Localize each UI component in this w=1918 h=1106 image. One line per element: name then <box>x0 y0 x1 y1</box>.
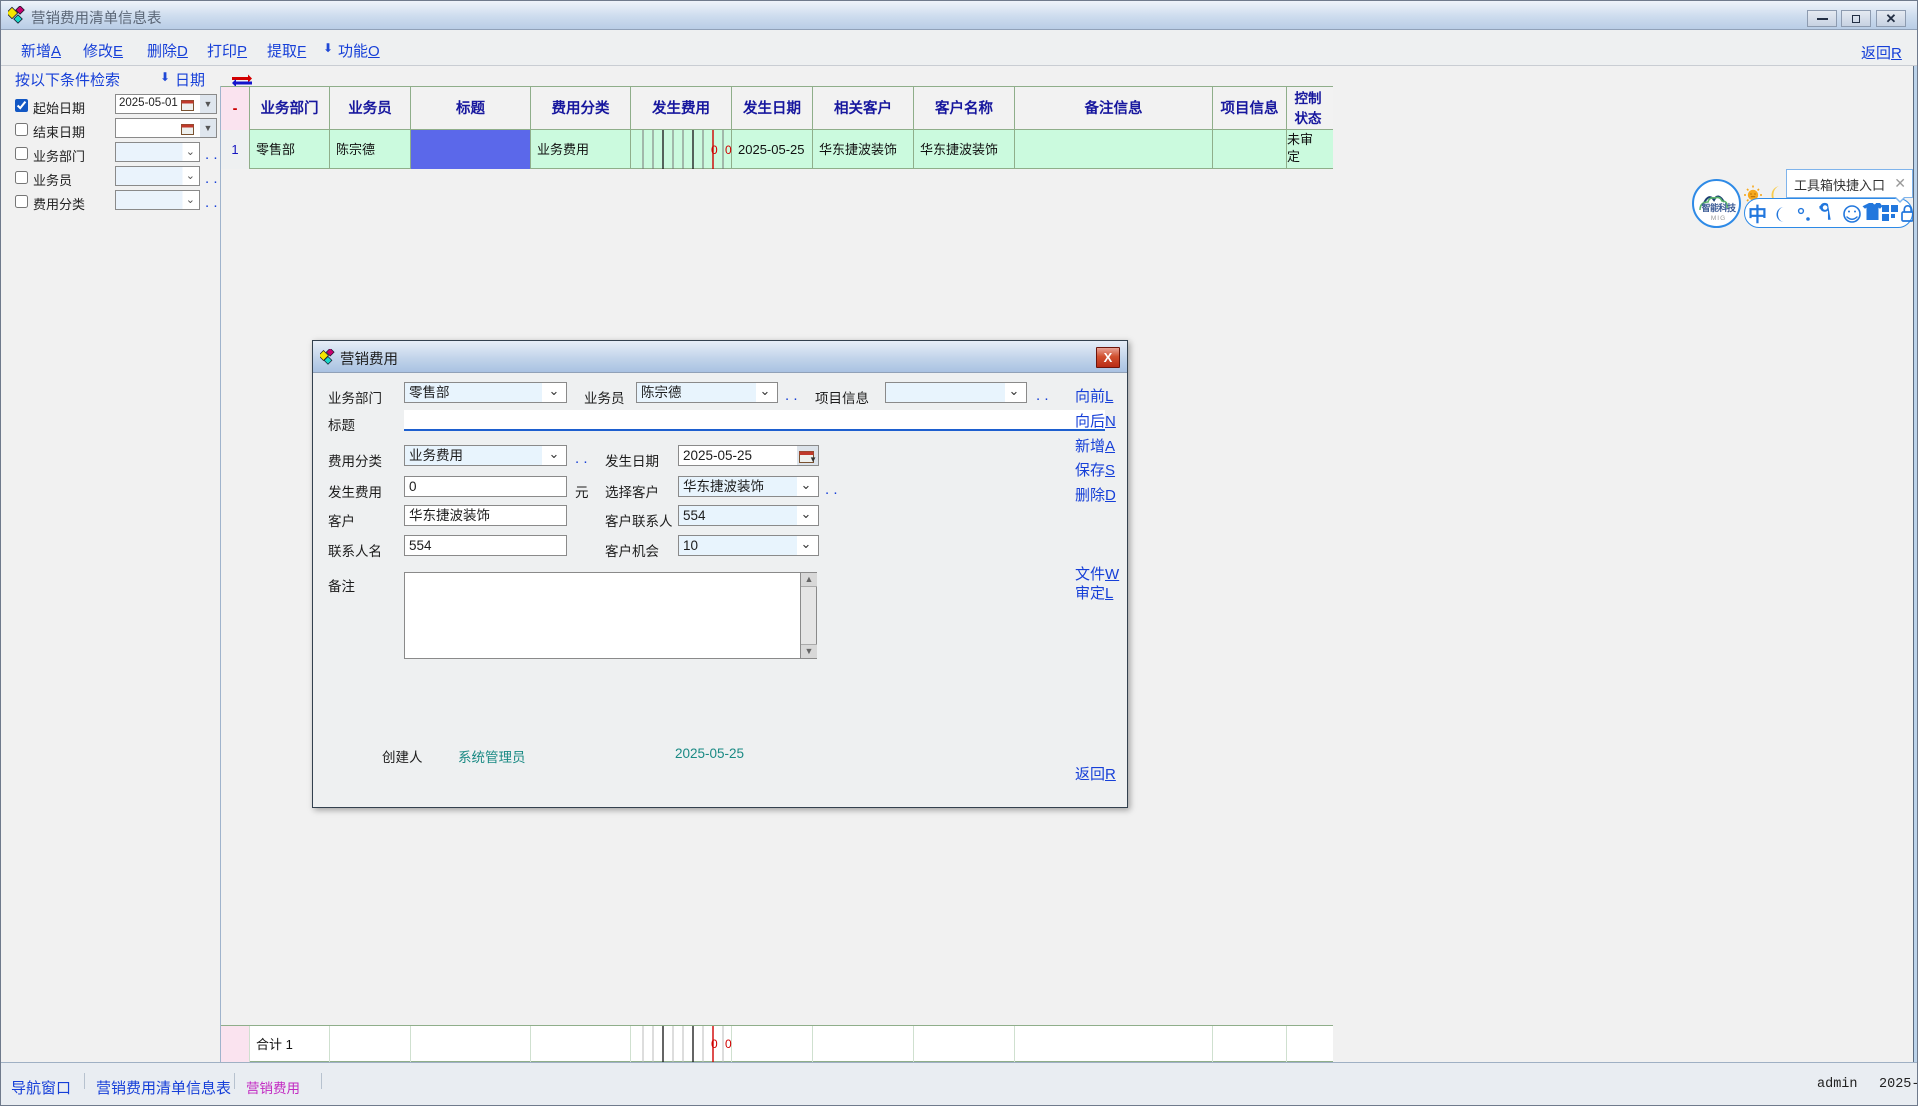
svg-text:0: 0 <box>711 1037 718 1051</box>
svg-text:0: 0 <box>725 143 732 157</box>
svg-text:0: 0 <box>711 143 718 157</box>
svg-text:中: 中 <box>1748 203 1767 226</box>
svg-text:0: 0 <box>725 1037 732 1051</box>
